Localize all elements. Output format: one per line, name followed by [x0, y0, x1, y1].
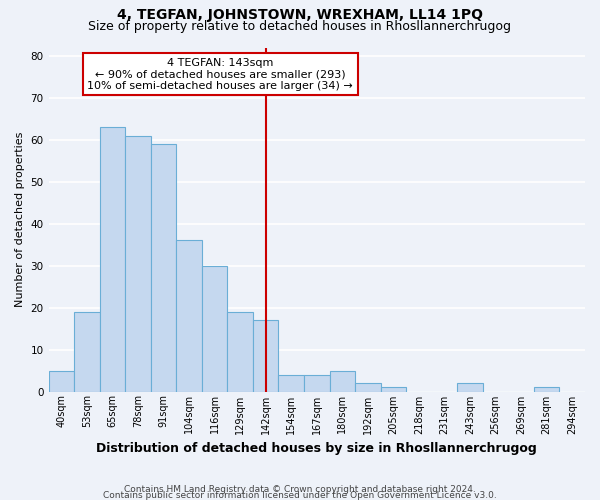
- Bar: [125, 136, 151, 392]
- Bar: [380, 388, 406, 392]
- Bar: [457, 383, 483, 392]
- Bar: [253, 320, 278, 392]
- X-axis label: Distribution of detached houses by size in Rhosllannerchrugog: Distribution of detached houses by size …: [97, 442, 537, 455]
- Bar: [176, 240, 202, 392]
- Bar: [49, 370, 74, 392]
- Bar: [227, 312, 253, 392]
- Bar: [151, 144, 176, 392]
- Bar: [74, 312, 100, 392]
- Bar: [355, 383, 380, 392]
- Text: 4 TEGFAN: 143sqm
← 90% of detached houses are smaller (293)
10% of semi-detached: 4 TEGFAN: 143sqm ← 90% of detached house…: [88, 58, 353, 91]
- Text: Size of property relative to detached houses in Rhosllannerchrugog: Size of property relative to detached ho…: [89, 20, 511, 33]
- Text: 4, TEGFAN, JOHNSTOWN, WREXHAM, LL14 1PQ: 4, TEGFAN, JOHNSTOWN, WREXHAM, LL14 1PQ: [117, 8, 483, 22]
- Bar: [202, 266, 227, 392]
- Bar: [329, 370, 355, 392]
- Text: Contains public sector information licensed under the Open Government Licence v3: Contains public sector information licen…: [103, 491, 497, 500]
- Y-axis label: Number of detached properties: Number of detached properties: [15, 132, 25, 307]
- Bar: [534, 388, 559, 392]
- Bar: [278, 374, 304, 392]
- Bar: [304, 374, 329, 392]
- Text: Contains HM Land Registry data © Crown copyright and database right 2024.: Contains HM Land Registry data © Crown c…: [124, 485, 476, 494]
- Bar: [100, 127, 125, 392]
